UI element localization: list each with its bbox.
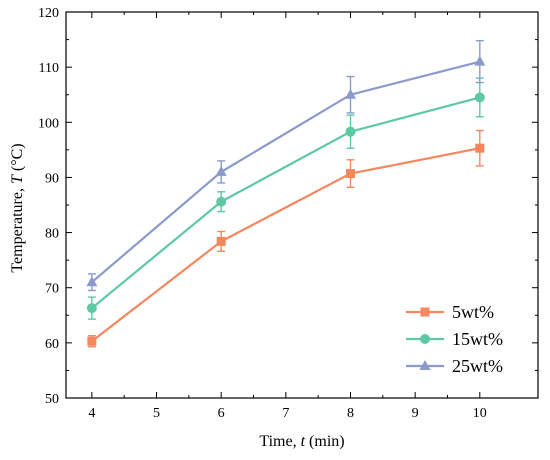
legend-marker (419, 360, 431, 370)
y-tick-label: 90 (45, 171, 59, 186)
legend: 5wt% 15wt% 25wt% (406, 302, 503, 376)
x-tick-label: 8 (347, 406, 354, 421)
legend-marker (420, 334, 430, 344)
y-axis-title: Temperature, T (°C) (9, 143, 26, 272)
series-line (91, 60, 481, 284)
legend-label: 5wt% (452, 302, 494, 322)
data-point (87, 336, 97, 346)
data-point (474, 92, 485, 103)
y-tick-label: 70 (45, 282, 59, 297)
x-axis-title: Time, t (min) (259, 433, 344, 450)
x-tick-label: 6 (218, 406, 225, 421)
legend-item: 15wt% (406, 329, 503, 349)
x-tick-label: 10 (473, 406, 487, 421)
series-15wtpct (86, 77, 485, 320)
x-tick-label: 5 (153, 406, 160, 421)
series-5wtpct (87, 129, 485, 348)
x-tick-label: 4 (88, 406, 95, 421)
series-line (91, 147, 481, 343)
y-tick-label: 50 (45, 392, 59, 407)
data-point (475, 143, 485, 153)
series-25wtpct (86, 39, 486, 292)
x-tick-label: 9 (412, 406, 419, 421)
y-tick-label: 120 (38, 6, 59, 21)
series-line (91, 96, 481, 309)
data-point (86, 276, 98, 287)
data-point (216, 196, 227, 207)
legend-item: 5wt% (406, 302, 494, 322)
data-point (345, 169, 355, 179)
legend-label: 15wt% (452, 329, 503, 349)
data-point (474, 55, 486, 66)
legend-marker (420, 307, 430, 317)
data-point (345, 126, 356, 137)
axis-ticks: 4 5 6 7 8 9 10 50 60 70 80 90 100 110 120 (38, 6, 538, 421)
x-tick-label: 7 (282, 406, 289, 421)
series-group (86, 39, 486, 348)
data-point (86, 303, 97, 314)
y-tick-label: 110 (39, 61, 59, 76)
legend-label: 25wt% (452, 356, 503, 376)
data-point (215, 165, 227, 176)
y-tick-label: 80 (45, 227, 59, 242)
y-tick-label: 100 (38, 116, 59, 131)
data-point (344, 88, 356, 99)
legend-item: 25wt% (406, 356, 503, 376)
y-tick-label: 60 (45, 337, 59, 352)
data-point (216, 236, 226, 246)
